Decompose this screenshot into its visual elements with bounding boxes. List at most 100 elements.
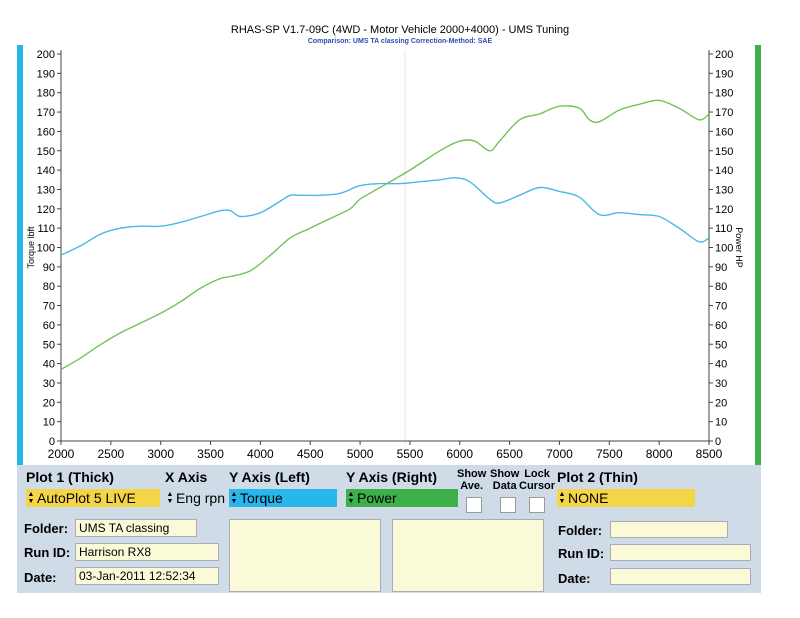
right-tick-label: 110 [715, 223, 733, 235]
left-tick-label: 180 [37, 88, 55, 100]
left-tick-label: 110 [37, 223, 55, 235]
plot2-notes-box [392, 519, 544, 592]
x-tick-label: 4000 [247, 447, 274, 461]
left-tick-label: 30 [43, 378, 55, 390]
y-axis-right-title: Power HP [734, 227, 744, 268]
lock-cursor-label: Lock Cursor [519, 468, 556, 492]
right-tick-label: 90 [715, 262, 727, 274]
left-tick-label: 200 [37, 49, 55, 61]
show-ave-checkbox[interactable] [466, 497, 482, 513]
date-field: 03-Jan-2011 12:52:34 [75, 567, 219, 585]
x-tick-label: 8500 [696, 447, 723, 461]
dyno-chart: 0 0 10 10 20 20 30 30 40 40 50 50 60 60 70 70 80 80 90 90 10… [26, 49, 744, 461]
y-axis-left-label: Y Axis (Left) [229, 469, 310, 485]
window-title: RHAS-SP V1.7-09C (4WD - Motor Vehicle 20… [230, 24, 570, 36]
left-tick-label: 20 [43, 397, 55, 409]
right-tick-label: 160 [715, 126, 733, 138]
left-tick-label: 60 [43, 320, 55, 332]
left-tick-label: 170 [37, 107, 55, 119]
plot2-run-id-label: Run ID: [558, 546, 605, 561]
left-tick-label: 190 [37, 68, 55, 80]
plot2-folder-label: Folder: [558, 523, 603, 538]
x-axis-value: Eng rpn [175, 490, 225, 506]
run-id-label: Run ID: [24, 545, 71, 560]
right-tick-label: 170 [715, 107, 733, 119]
spin-arrows-icon[interactable]: ▲ ▼ [27, 491, 35, 505]
x-tick-label: 6500 [496, 447, 523, 461]
y-axis-right-select[interactable]: ▲ ▼ Power [346, 489, 458, 507]
show-data-label: Show Data [490, 468, 520, 492]
power-series-line [60, 99, 710, 371]
x-tick-label: 8000 [646, 447, 673, 461]
folder-field: UMS TA classing [75, 519, 197, 537]
right-tick-label: 50 [715, 339, 727, 351]
right-tick-label: 180 [715, 88, 733, 100]
lock-cursor-checkbox[interactable] [529, 497, 545, 513]
left-tick-label: 140 [37, 165, 55, 177]
y-axis-left-title: Torque lbft [26, 226, 36, 269]
x-tick-label: 7500 [596, 447, 623, 461]
spin-arrows-icon[interactable]: ▲ ▼ [166, 491, 174, 505]
left-tick-label: 100 [37, 243, 55, 255]
left-tick-label: 0 [49, 436, 55, 448]
plot1-select[interactable]: ▲ ▼ AutoPlot 5 LIVE [26, 489, 160, 507]
left-tick-label: 10 [43, 417, 55, 429]
x-tick-label: 3000 [147, 447, 174, 461]
spin-arrows-icon[interactable]: ▲ ▼ [347, 491, 355, 505]
right-tick-label: 30 [715, 378, 727, 390]
right-tick-label: 150 [715, 146, 733, 158]
y-axis-right-value: Power [357, 490, 397, 506]
x-tick-label: 2000 [48, 447, 75, 461]
right-tick-label: 200 [715, 49, 733, 61]
left-tick-label: 150 [37, 146, 55, 158]
plot1-value: AutoPlot 5 LIVE [37, 490, 136, 506]
left-tick-label: 80 [43, 281, 55, 293]
x-axis-select[interactable]: ▲ ▼ Eng rpn [165, 489, 226, 507]
right-tick-label: 80 [715, 281, 727, 293]
folder-label: Folder: [24, 521, 69, 536]
plot2-label: Plot 2 (Thin) [557, 469, 638, 485]
x-tick-label: 5500 [397, 447, 424, 461]
right-tick-label: 140 [715, 165, 733, 177]
left-tick-label: 130 [37, 184, 55, 196]
right-tick-label: 120 [715, 204, 733, 216]
x-tick-label: 5000 [347, 447, 374, 461]
right-tick-label: 70 [715, 301, 727, 313]
right-tick-label: 60 [715, 320, 727, 332]
left-tick-label: 50 [43, 339, 55, 351]
right-tick-label: 0 [715, 436, 721, 448]
right-tick-label: 40 [715, 359, 727, 371]
plot1-notes-box [229, 519, 381, 592]
right-tick-label: 190 [715, 68, 733, 80]
x-axis-label: X Axis [165, 469, 208, 485]
date-label: Date: [24, 570, 57, 585]
torque-series-line [60, 177, 710, 256]
plot2-run-id-field [610, 544, 751, 561]
left-tick-label: 120 [37, 204, 55, 216]
show-ave-label: Show Ave. [457, 468, 487, 492]
spin-arrows-icon[interactable]: ▲ ▼ [230, 491, 238, 505]
show-data-checkbox[interactable] [500, 497, 516, 513]
left-tick-label: 90 [43, 262, 55, 274]
y-axis-left-value: Torque [240, 490, 283, 506]
x-tick-label: 6000 [446, 447, 473, 461]
spin-arrows-icon[interactable]: ▲ ▼ [558, 491, 566, 505]
plot2-date-field [610, 568, 751, 585]
left-tick-label: 70 [43, 301, 55, 313]
plot2-date-label: Date: [558, 571, 591, 586]
y-axis-right-label: Y Axis (Right) [346, 469, 438, 485]
x-tick-label: 4500 [297, 447, 324, 461]
right-tick-label: 100 [715, 243, 733, 255]
left-tick-label: 160 [37, 126, 55, 138]
x-tick-label: 2500 [97, 447, 124, 461]
left-tick-label: 40 [43, 359, 55, 371]
plot2-folder-field [610, 521, 728, 538]
y-axis-left-select[interactable]: ▲ ▼ Torque [229, 489, 337, 507]
run-id-field: Harrison RX8 [75, 543, 219, 561]
plot2-select[interactable]: ▲ ▼ NONE [557, 489, 695, 507]
torque-axis-color-bar [17, 45, 23, 465]
right-tick-label: 10 [715, 417, 727, 429]
x-tick-label: 7000 [546, 447, 573, 461]
power-axis-color-bar [755, 45, 761, 465]
right-tick-label: 130 [715, 184, 733, 196]
